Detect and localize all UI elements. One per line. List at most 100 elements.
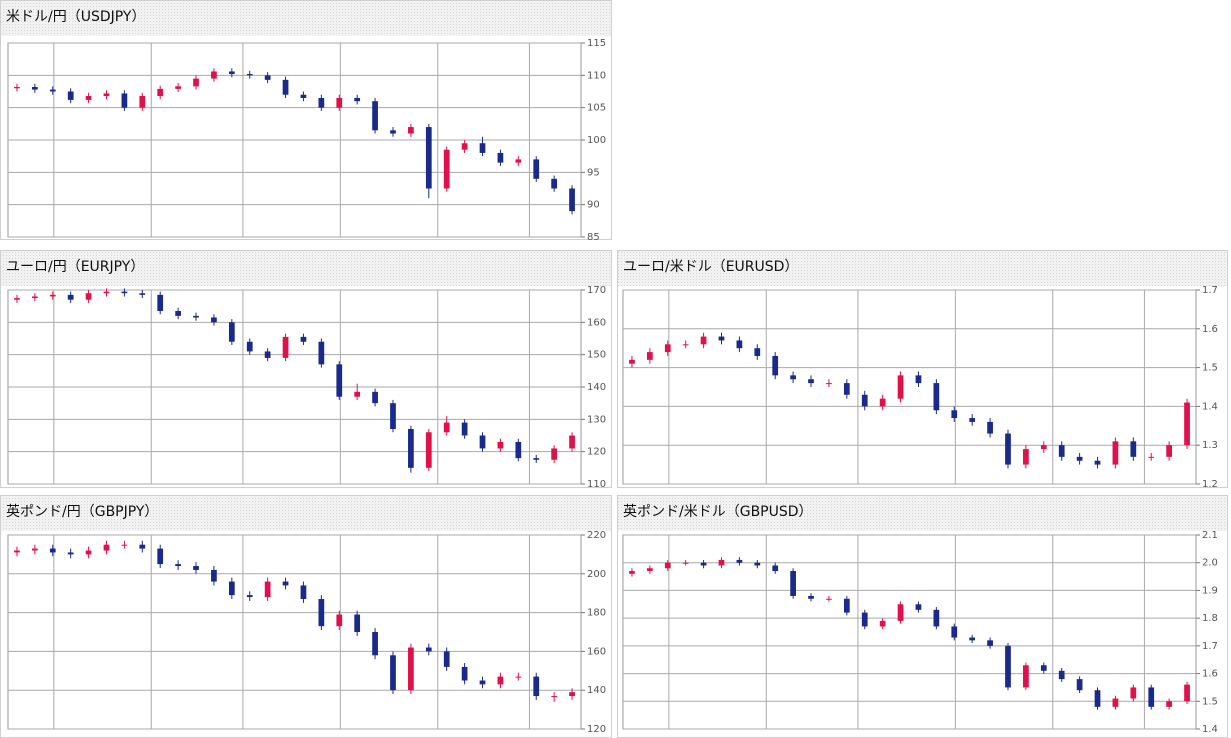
y-tick-label: 1.4	[1202, 724, 1218, 735]
candle-body	[826, 598, 832, 600]
candle-body	[718, 336, 725, 341]
y-tick-label: 100	[587, 135, 606, 146]
candle-body	[1040, 445, 1047, 450]
title-bar	[618, 251, 1227, 286]
candle-body	[300, 336, 307, 342]
candle-body	[318, 97, 325, 108]
candle-body	[897, 375, 904, 399]
y-tick-label: 90	[587, 200, 600, 211]
candle-body	[103, 291, 110, 294]
plot-area	[7, 534, 582, 730]
candle-body	[193, 78, 199, 87]
candle-body	[1130, 441, 1137, 457]
plot-area	[622, 289, 1197, 485]
candle-body	[300, 94, 307, 98]
candle-body	[461, 143, 468, 150]
candle-body	[515, 676, 522, 678]
candle-body	[533, 458, 540, 460]
candle-body	[211, 569, 217, 582]
candle-body	[300, 585, 307, 600]
candle-body	[443, 651, 450, 667]
candle-body	[1112, 441, 1119, 465]
candle-body	[569, 188, 575, 212]
candle-body	[103, 544, 110, 551]
candle-body	[193, 315, 199, 318]
candle-body	[318, 599, 325, 627]
candle-body	[282, 581, 289, 586]
candle-body	[31, 296, 38, 299]
candle-body	[754, 562, 761, 566]
candle-body	[736, 559, 743, 563]
y-tick-label: 110	[587, 70, 606, 81]
candle-body	[85, 550, 92, 555]
candle-body	[551, 696, 558, 698]
y-tick-label: 1.3	[1202, 440, 1218, 451]
candle-body	[1148, 456, 1155, 458]
y-tick-label: 160	[587, 317, 606, 328]
candle-body	[193, 566, 199, 570]
candle-body	[718, 559, 725, 566]
candle-body	[408, 647, 414, 691]
candle-body	[826, 383, 832, 385]
candle-body	[1040, 665, 1047, 671]
candle-body	[551, 448, 558, 460]
candle-body	[772, 565, 779, 572]
candle-body	[246, 74, 253, 76]
candle-body	[372, 391, 378, 404]
candle-body	[443, 422, 450, 433]
candle-body	[700, 562, 707, 566]
candle-body	[157, 294, 164, 312]
candle-body	[951, 410, 958, 419]
y-tick-label: 1.8	[1202, 613, 1218, 624]
y-tick-label: 105	[587, 103, 606, 114]
candle-body	[1094, 690, 1101, 707]
y-tick-label: 1.7	[1202, 285, 1218, 296]
candle-body	[682, 344, 689, 346]
title-bar	[618, 496, 1227, 531]
candle-body	[318, 341, 325, 365]
candle-body	[336, 364, 343, 397]
candle-body	[1058, 670, 1065, 680]
candle-body	[915, 604, 922, 610]
candle-body	[515, 441, 522, 459]
candle-body	[228, 322, 235, 342]
candle-body	[139, 293, 146, 295]
candle-body	[264, 581, 271, 598]
candle-body	[915, 375, 922, 384]
y-tick-label: 85	[587, 232, 600, 243]
y-tick-label: 160	[587, 646, 606, 657]
panel-title: ユーロ/円（EURJPY）	[6, 259, 144, 275]
candle-body	[390, 130, 396, 134]
candle-body	[808, 379, 814, 384]
candle-body	[1076, 456, 1083, 461]
candle-body	[175, 86, 181, 89]
candle-body	[754, 348, 761, 356]
title-bar	[1, 496, 611, 531]
candle-body	[14, 86, 20, 89]
candle-body	[211, 71, 217, 79]
candle-body	[682, 562, 689, 564]
y-tick-label: 220	[587, 530, 606, 541]
candle-body	[569, 692, 575, 697]
candle-body	[121, 93, 128, 108]
y-tick-label: 1.4	[1202, 401, 1218, 412]
candle-body	[933, 383, 940, 411]
candle-body	[969, 418, 976, 422]
candle-body	[861, 394, 868, 407]
candle-body	[264, 75, 271, 80]
candle-body	[67, 91, 74, 100]
candle-body	[1166, 445, 1173, 457]
title-bar	[1, 251, 611, 286]
y-tick-label: 110	[587, 479, 606, 490]
candle-body	[1112, 698, 1119, 707]
candle-body	[49, 89, 56, 92]
candle-body	[390, 403, 396, 430]
candle-body	[354, 614, 361, 632]
candle-body	[629, 359, 635, 364]
candle-body	[497, 676, 504, 685]
candle-body	[67, 552, 74, 555]
candle-body	[157, 548, 164, 565]
candle-body	[533, 159, 540, 179]
candle-body	[1005, 433, 1011, 465]
